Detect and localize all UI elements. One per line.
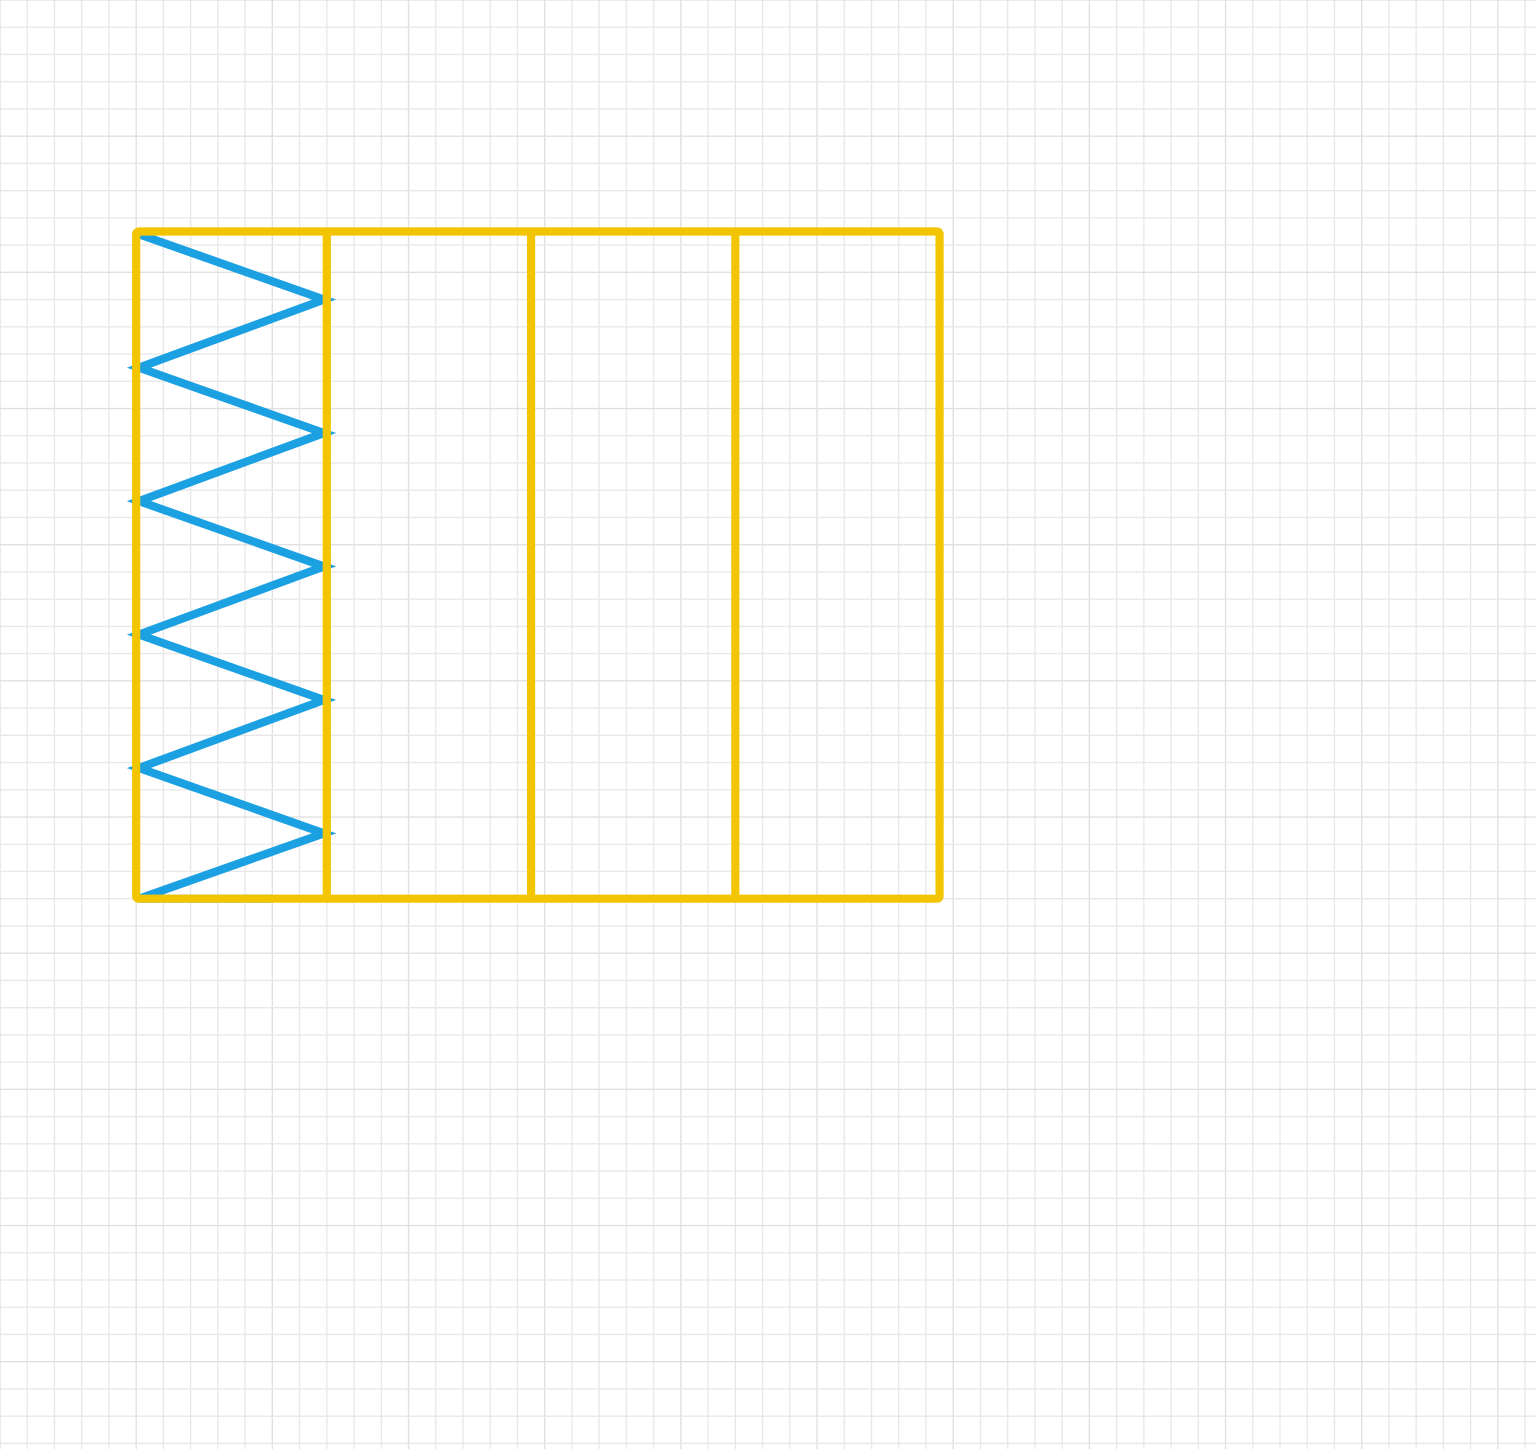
diagram-canvas (0, 0, 1536, 1449)
shapes-layer (136, 231, 939, 898)
zigzag-path (139, 234, 324, 899)
outer-rectangle (136, 231, 939, 898)
grid-layer (0, 0, 1536, 1449)
